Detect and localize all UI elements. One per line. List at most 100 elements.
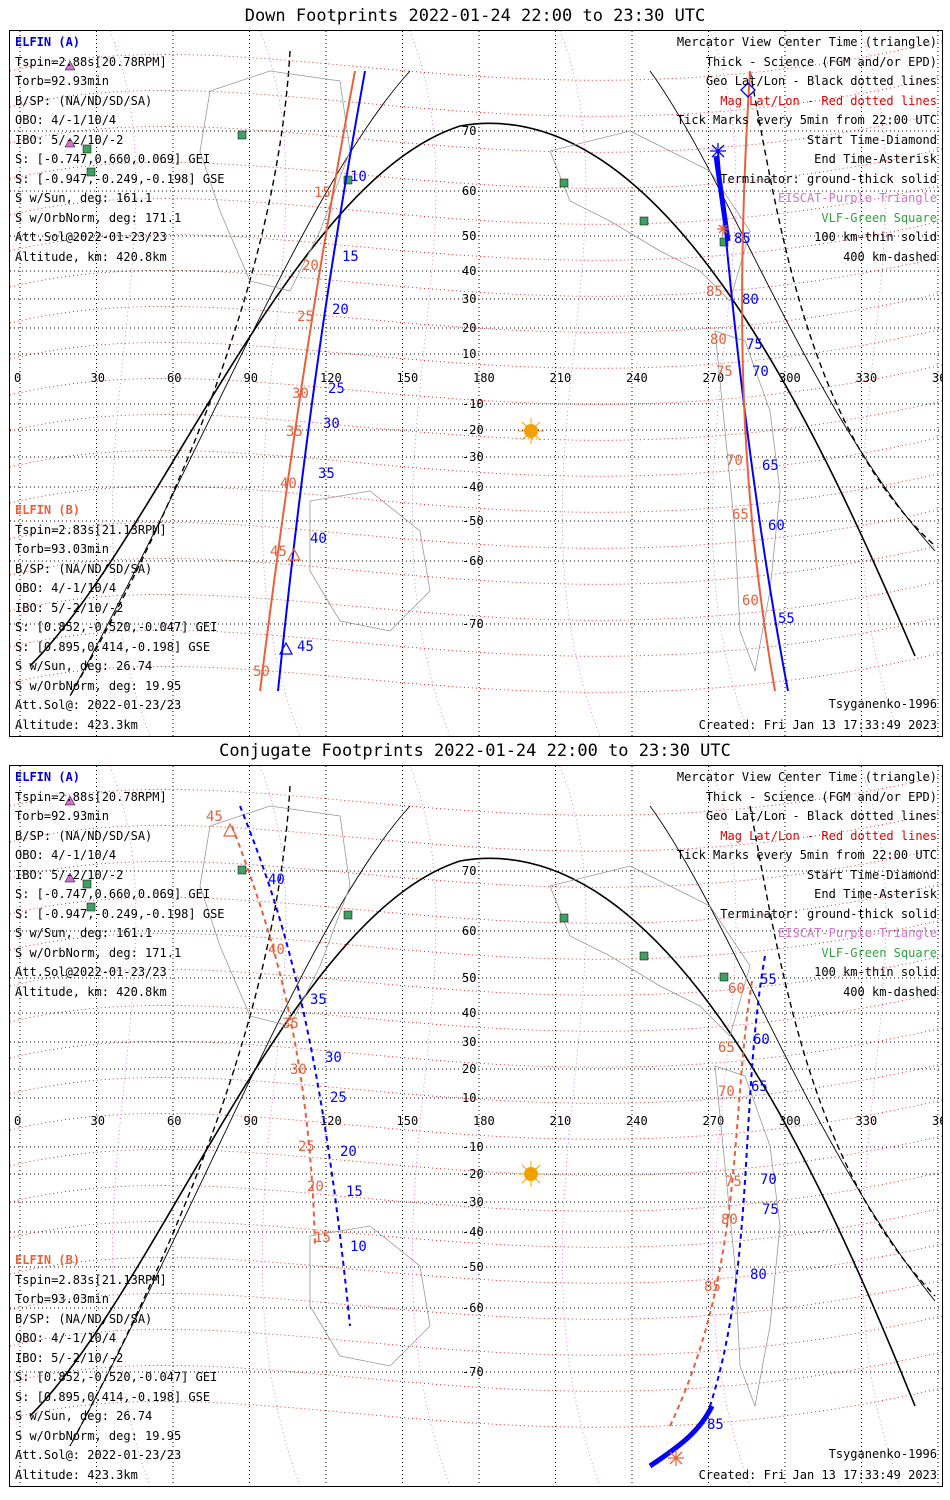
legend-item: 100 km-thin solid — [814, 965, 937, 979]
track-tick-label: 20 — [302, 258, 319, 274]
science-segment — [648, 1404, 715, 1469]
lon-tick-label: 60 — [167, 371, 181, 385]
lon-tick-label: 90 — [244, 371, 258, 385]
legend-item: End Time-Asterisk — [814, 152, 937, 166]
track-tick-label: 30 — [290, 1062, 307, 1078]
track-tick-label: 65 — [718, 1040, 735, 1056]
elfin-a-line: S w/Sun, deg: 161.1 — [15, 191, 153, 205]
mag-lat-line — [10, 184, 942, 225]
mag-lat-line — [10, 775, 942, 816]
track-tick-label: 35 — [318, 466, 335, 482]
lat-tick-label: -50 — [462, 514, 484, 528]
lon-tick-label: 360 — [932, 1114, 942, 1128]
lat-tick-label: -40 — [462, 480, 484, 494]
track-tick-label: 35 — [310, 992, 327, 1008]
elfin-a-track-west — [277, 70, 366, 692]
mag-lat-line — [10, 1351, 942, 1392]
elfin-a-lines: Tspin=2.88s[20.78RPM] Torb=92.93min B/SP: … — [15, 788, 225, 1003]
lat-tick-label: -10 — [462, 397, 484, 411]
elfin-b-line: S: [0.852,-0.520,-0.047] GEI — [15, 1370, 218, 1384]
asterisk-icon — [710, 143, 726, 159]
elfin-b-line: Tspin=2.83s[21.13RPM] — [15, 522, 167, 537]
elfin-a-line: S: [-0.747,0.660,0.069] GEI — [15, 887, 211, 901]
mag-lon-line — [109, 766, 151, 1486]
lat-tick-label: -10 — [462, 1140, 484, 1154]
legend-item: Geo Lat/Lon - Black dotted lines — [705, 74, 937, 88]
lat-tick-label: -70 — [462, 1365, 484, 1379]
map-legend: Mercator View Center Time (triangle) Thic… — [677, 33, 937, 267]
mag-lat-line — [10, 1315, 942, 1356]
map-canvas: 0 30 60 90 120 150 180 210 240 270 300 330 360 70 60 50… — [10, 31, 942, 736]
elfin-b-line: Altitude: 423.3km — [15, 717, 138, 732]
mag-lat-line — [10, 1243, 942, 1284]
model-label: Tsyganenko-1996 — [828, 1447, 937, 1461]
terminator-100km — [649, 805, 936, 1302]
square-icon — [559, 178, 569, 188]
elfin-a-line: Torb=92.93min — [15, 74, 109, 88]
elfin-b-line: OBO: 4/-1/10/4 — [15, 581, 117, 595]
elfin-a-line: Torb=92.93min — [15, 809, 109, 823]
track-tick-label: 85 — [706, 284, 723, 300]
continent-outline — [714, 330, 781, 673]
elfin-b-line: Torb=93.03min — [15, 542, 109, 556]
lon-tick-label: 150 — [397, 1114, 419, 1128]
track-tick-label: 50 — [253, 664, 270, 680]
track-tick-label: 35 — [282, 1016, 299, 1032]
track-tick-label: 20 — [307, 1179, 324, 1195]
lon-tick-label: 330 — [856, 1114, 878, 1128]
triangle-icon — [64, 872, 76, 883]
mag-lon-line — [559, 766, 601, 1486]
panel1-title: Down Footprints 2022-01-24 22:00 to 23:3… — [244, 6, 706, 26]
lon-tick-label: 180 — [473, 1114, 495, 1128]
legend-item: EISCAT-Purple Triangle — [778, 191, 937, 205]
legend-item: EISCAT-Purple Triangle — [778, 926, 937, 940]
track-tick-label: 60 — [753, 1032, 770, 1048]
lon-tick-label: 0 — [14, 1114, 21, 1128]
square-icon — [82, 144, 92, 154]
track-tick-label: 45 — [297, 639, 314, 655]
triangle-icon — [223, 822, 237, 837]
track-tick-label: 65 — [762, 458, 779, 474]
lat-tick-label: 50 — [462, 971, 476, 985]
track-tick-label: 80 — [750, 1267, 767, 1283]
lon-tick-label: 150 — [397, 371, 419, 385]
mag-lat-line — [10, 544, 942, 585]
track-tick-label: 75 — [746, 337, 763, 353]
mag-lon-line — [709, 766, 751, 1486]
map-legend: Mercator View Center Time (triangle) Thic… — [677, 768, 937, 1002]
track-tick-label: 15 — [346, 1184, 363, 1200]
lon-tick-label: 30 — [91, 1114, 105, 1128]
lat-tick-label: 10 — [462, 1091, 476, 1105]
mag-lon-line — [709, 31, 751, 736]
track-tick-label: 70 — [718, 1084, 735, 1100]
track-tick-label: 30 — [325, 1050, 342, 1066]
track-tick-label: 10 — [350, 1239, 367, 1255]
legend-item: End Time-Asterisk — [814, 887, 937, 901]
track-tick-label: 55 — [760, 972, 777, 988]
elfin-a-line: IBO: 5/-2/10/-2 — [15, 132, 124, 147]
mag-lat-line — [10, 652, 942, 693]
lat-tick-label: -20 — [462, 1167, 484, 1181]
square-icon — [719, 972, 729, 982]
elfin-b-lines: Tspin=2.83s[21.13RPM] Torb=93.03min B/SP: … — [15, 521, 217, 736]
legend-item: Mercator View Center Time (triangle) — [676, 770, 937, 784]
mag-lat-line — [10, 76, 942, 117]
legend-item: Start Time-Diamond — [806, 867, 937, 882]
track-tick-label: 70 — [760, 1172, 777, 1188]
square-icon — [639, 216, 649, 226]
legend-item: Terminator: ground-thick solid — [720, 906, 937, 921]
lat-tick-label: 70 — [462, 864, 476, 878]
lat-tick-label: -30 — [462, 450, 484, 464]
panel2-title: Conjugate Footprints 2022-01-24 22:00 to… — [219, 741, 731, 761]
legend-item: Mag Lat/Lon - Red dotted lines — [720, 93, 937, 108]
elfin-b-line: Torb=93.03min — [15, 1292, 109, 1306]
elfin-a-info: ELFIN (A) Tspin=2.88s[20.78RPM] Torb=92.9… — [15, 33, 225, 267]
mag-lat-line — [10, 220, 942, 261]
track-tick-label: 85 — [707, 1417, 724, 1433]
mag-lon-line — [259, 31, 301, 736]
continent-outline — [714, 1065, 781, 1408]
created-label: Created: Fri Jan 13 17:33:49 2023 — [698, 718, 937, 732]
mag-lat-line — [10, 256, 942, 297]
elfin-a-line: Tspin=2.88s[20.78RPM] — [15, 789, 167, 804]
lat-tick-label: -60 — [462, 554, 484, 568]
